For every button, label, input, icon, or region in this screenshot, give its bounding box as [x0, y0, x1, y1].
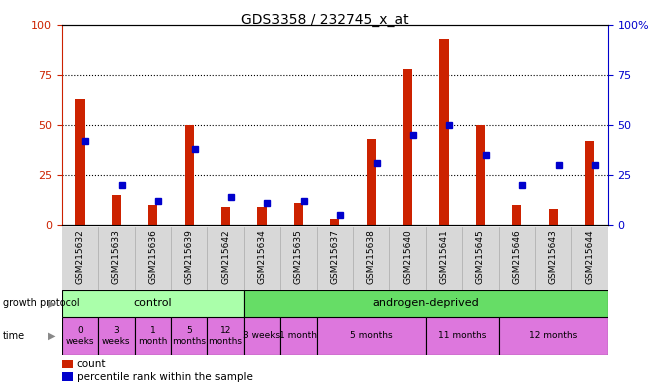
Bar	[171, 317, 207, 355]
Bar	[476, 125, 485, 225]
Bar	[367, 139, 376, 225]
Bar	[244, 290, 608, 317]
Text: GSM215640: GSM215640	[403, 229, 412, 284]
Text: GSM215642: GSM215642	[221, 229, 230, 284]
Text: GDS3358 / 232745_x_at: GDS3358 / 232745_x_at	[241, 13, 409, 27]
Text: GSM215646: GSM215646	[512, 229, 521, 284]
Bar	[585, 141, 594, 225]
Text: androgen-deprived: androgen-deprived	[372, 298, 479, 308]
Text: 12
months: 12 months	[209, 326, 242, 346]
Bar	[330, 218, 339, 225]
Text: 12 months: 12 months	[529, 331, 577, 341]
Text: percentile rank within the sample: percentile rank within the sample	[77, 372, 253, 382]
Bar	[75, 99, 84, 225]
Bar	[221, 207, 230, 225]
Bar	[148, 205, 157, 225]
Bar	[499, 317, 608, 355]
Text: time: time	[3, 331, 25, 341]
Text: GSM215639: GSM215639	[185, 229, 194, 284]
Bar	[244, 317, 280, 355]
Bar	[62, 372, 73, 381]
Bar	[135, 317, 171, 355]
Text: 5 months: 5 months	[350, 331, 393, 341]
Text: GSM215634: GSM215634	[257, 229, 266, 284]
Bar	[185, 125, 194, 225]
Text: 11 months: 11 months	[438, 331, 486, 341]
Text: GSM215635: GSM215635	[294, 229, 303, 284]
Text: 5
months: 5 months	[172, 326, 206, 346]
Text: control: control	[133, 298, 172, 308]
Text: GSM215637: GSM215637	[330, 229, 339, 284]
Text: growth protocol: growth protocol	[3, 298, 80, 308]
Text: GSM215633: GSM215633	[112, 229, 121, 284]
Text: GSM215643: GSM215643	[549, 229, 558, 284]
Bar	[62, 359, 73, 368]
Bar	[207, 317, 244, 355]
Bar	[280, 317, 317, 355]
Text: ▶: ▶	[47, 298, 55, 308]
Bar	[62, 317, 98, 355]
Text: 3
weeks: 3 weeks	[102, 326, 131, 346]
Bar	[512, 205, 521, 225]
Bar	[112, 195, 121, 225]
Bar	[549, 209, 558, 225]
Text: count: count	[77, 359, 106, 369]
Text: 0
weeks: 0 weeks	[66, 326, 94, 346]
Text: 1 month: 1 month	[280, 331, 317, 341]
Text: GSM215632: GSM215632	[75, 229, 84, 284]
Bar	[403, 69, 412, 225]
Text: 1
month: 1 month	[138, 326, 168, 346]
Text: ▶: ▶	[47, 331, 55, 341]
Bar	[257, 207, 266, 225]
Text: GSM215644: GSM215644	[585, 229, 594, 284]
Text: GSM215638: GSM215638	[367, 229, 376, 284]
Text: GSM215636: GSM215636	[148, 229, 157, 284]
Bar	[98, 317, 135, 355]
Bar	[317, 317, 426, 355]
Bar	[426, 317, 499, 355]
Text: 3 weeks: 3 weeks	[243, 331, 281, 341]
Bar	[62, 290, 244, 317]
Text: GSM215645: GSM215645	[476, 229, 485, 284]
Bar	[294, 203, 303, 225]
Text: GSM215641: GSM215641	[439, 229, 448, 284]
Bar	[439, 39, 448, 225]
